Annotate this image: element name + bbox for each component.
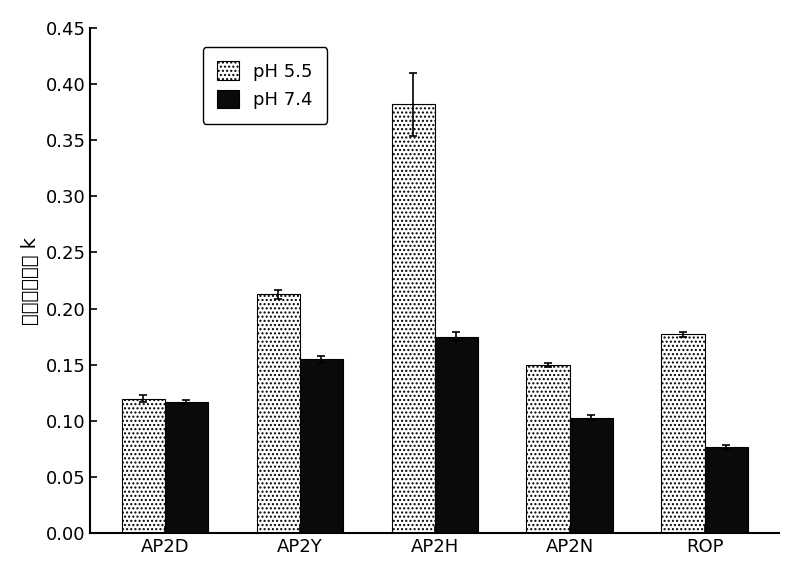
Y-axis label: 亲和保留因子 k: 亲和保留因子 k	[21, 237, 40, 325]
Bar	[570, 418, 613, 533]
Bar	[300, 359, 343, 533]
Bar	[391, 104, 434, 533]
Bar	[705, 447, 748, 533]
Bar	[122, 399, 165, 533]
Bar	[526, 365, 570, 533]
Bar	[165, 402, 208, 533]
Bar	[257, 294, 300, 533]
Bar	[662, 335, 705, 533]
Bar	[434, 337, 478, 533]
Legend: pH 5.5, pH 7.4: pH 5.5, pH 7.4	[202, 47, 327, 123]
